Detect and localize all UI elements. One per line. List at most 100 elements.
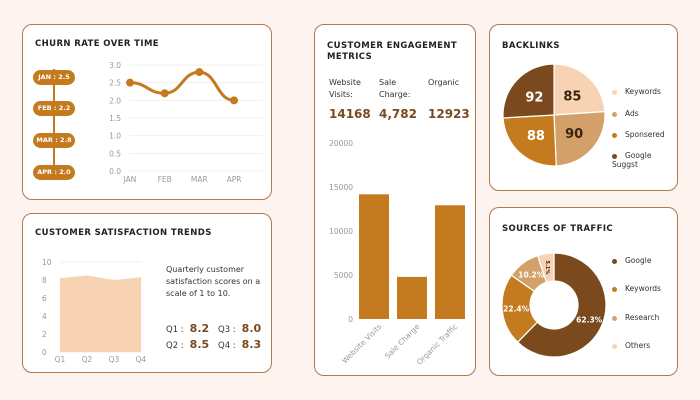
backlinks-slice [502,63,555,119]
traffic-slice [516,252,607,358]
churn-ytick-label: 2.0 [109,96,121,105]
churn-xtick-label: MAR [191,175,208,184]
churn-ytick-label: 2.5 [109,79,121,88]
traffic-value-label: 10.2% [518,271,545,280]
churn-point [126,78,134,87]
satisfaction-ytick-label: 8 [42,276,47,285]
backlinks-legend-keywords: Keywords [612,87,661,96]
churn-ytick-label: 1.5 [109,114,121,123]
metric-sale-value: 4,782 [379,107,417,121]
metric-website-label: Website Visits: [329,78,361,99]
satisfaction-xtick-label: Q4 [136,355,147,364]
engagement-xtick-label: Website Visits [340,322,383,365]
engagement-title-line2: METRICS [327,52,373,62]
satisfaction-ytick-label: 4 [42,312,47,321]
score-q1: Q1 : 8.2 [166,322,209,335]
backlinks-value-label: 92 [525,90,543,105]
churn-line-chart: 0.0 0.5 1.0 1.5 2.0 2.5 3.0 JAN FEB MAR APR [109,61,263,184]
satisfaction-ytick-label: 2 [42,330,47,339]
backlinks-slice [553,63,606,116]
churn-ytick-label: 3.0 [109,61,121,70]
engagement-ytick-label: 0 [348,315,353,324]
engagement-bar [397,276,427,319]
satisfaction-area [60,275,141,352]
score-q3-value: 8.0 [241,322,262,335]
churn-card: CHURN RATE OVER TIME JAN : 2.5 FEB : 2.2… [22,24,272,200]
backlinks-legend-sponsered: Sponsered [612,130,665,139]
backlinks-slice [502,114,557,167]
satisfaction-xtick-label: Q1 [55,355,66,364]
churn-pill-apr: APR : 2.0 [33,165,75,180]
satisfaction-ytick-label: 6 [42,294,47,303]
traffic-value-label: 5.1% [544,261,550,275]
backlinks-legend-google: Google Suggst [612,151,652,169]
legend-dot [612,315,617,321]
legend-dot [612,89,617,95]
satisfaction-card: CUSTOMER SATISFACTION TRENDS 0 2 4 6 8 10 Q1 Q2… [22,213,272,373]
backlinks-pie-chart: 85 90 88 92 [502,63,606,167]
satisfaction-description: Quarterly customer satisfaction scores o… [166,265,261,298]
churn-point [195,68,204,77]
score-q4: Q4 : 8.3 [218,338,261,351]
legend-dot [612,111,617,117]
traffic-title: SOURCES OF TRAFFIC [502,224,614,234]
score-q1-value: 8.2 [189,322,210,335]
legend-dot [612,153,617,159]
satisfaction-title: CUSTOMER SATISFACTION TRENDS [35,228,212,238]
traffic-card: SOURCES OF TRAFFIC 62.3% 22.4% 10.2% 5.1% G… [489,207,678,376]
churn-xtick-label: APR [227,175,242,184]
engagement-xtick-label: Organic Traffic [415,322,460,367]
churn-ytick-label: 0.0 [109,167,121,176]
backlinks-legend-ads: Ads [612,109,639,118]
satisfaction-area-chart: 0 2 4 6 8 10 Q1 Q2 Q3 Q4 [42,258,147,364]
satisfaction-xtick-label: Q3 [109,355,120,364]
engagement-card: CUSTOMER ENGAGEMENT METRICS Website Visit… [314,24,476,376]
legend-dot [612,132,617,138]
backlinks-card: BACKLINKS 85 90 88 92 Keywords Ads Sponsere… [489,24,678,191]
score-q2: Q2 : 8.5 [166,338,209,351]
churn-point [230,96,238,105]
metric-organic-value: 12923 [428,107,470,121]
legend-dot [612,286,617,292]
backlinks-slice [553,110,606,167]
engagement-xtick-label: Sale Charge [383,322,422,361]
metric-website-value: 14168 [329,107,371,121]
legend-dot [612,258,617,264]
churn-pill-timeline [53,69,55,177]
traffic-value-label: 62.3% [576,315,603,324]
backlinks-value-label: 85 [563,89,581,104]
churn-series-line [129,70,235,102]
score-q2-value: 8.5 [189,338,210,351]
traffic-legend-research: Research [612,313,659,322]
churn-pill-feb: FEB : 2.2 [33,101,75,116]
traffic-legend-google: Google [612,256,651,265]
traffic-value-label: 22.4% [503,305,530,314]
score-q4-value: 8.3 [241,338,262,351]
score-q1-label: Q1 : [166,325,184,335]
engagement-ytick-label: 10000 [329,227,353,236]
satisfaction-ytick-label: 0 [42,348,47,357]
metric-organic-label: Organic [428,78,460,87]
satisfaction-ytick-label: 10 [42,258,52,267]
engagement-bar [359,194,389,319]
backlinks-title: BACKLINKS [502,41,560,51]
score-q4-label: Q4 : [218,341,236,351]
score-q3-label: Q3 : [218,325,236,335]
score-q2-label: Q2 : [166,341,184,351]
satisfaction-xtick-label: Q2 [82,355,93,364]
metric-sale-label: Sale Charge: [379,78,411,99]
churn-xtick-label: JAN [123,175,137,184]
traffic-donut-chart: 62.3% 22.4% 10.2%5.1% [501,252,607,358]
engagement-ytick-label: 5000 [334,271,353,280]
score-q3: Q3 : 8.0 [218,322,261,335]
churn-title: CHURN RATE OVER TIME [35,39,160,49]
backlinks-value-label: 88 [527,129,545,144]
engagement-ytick-label: 15000 [329,183,353,192]
traffic-legend-keywords: Keywords [612,284,661,293]
engagement-bar [435,205,465,319]
traffic-slice [536,252,555,283]
engagement-ytick-label: 20000 [329,139,353,148]
churn-pill-jan: JAN : 2.5 [33,70,75,85]
backlinks-value-label: 90 [565,127,583,142]
churn-point [160,89,169,98]
